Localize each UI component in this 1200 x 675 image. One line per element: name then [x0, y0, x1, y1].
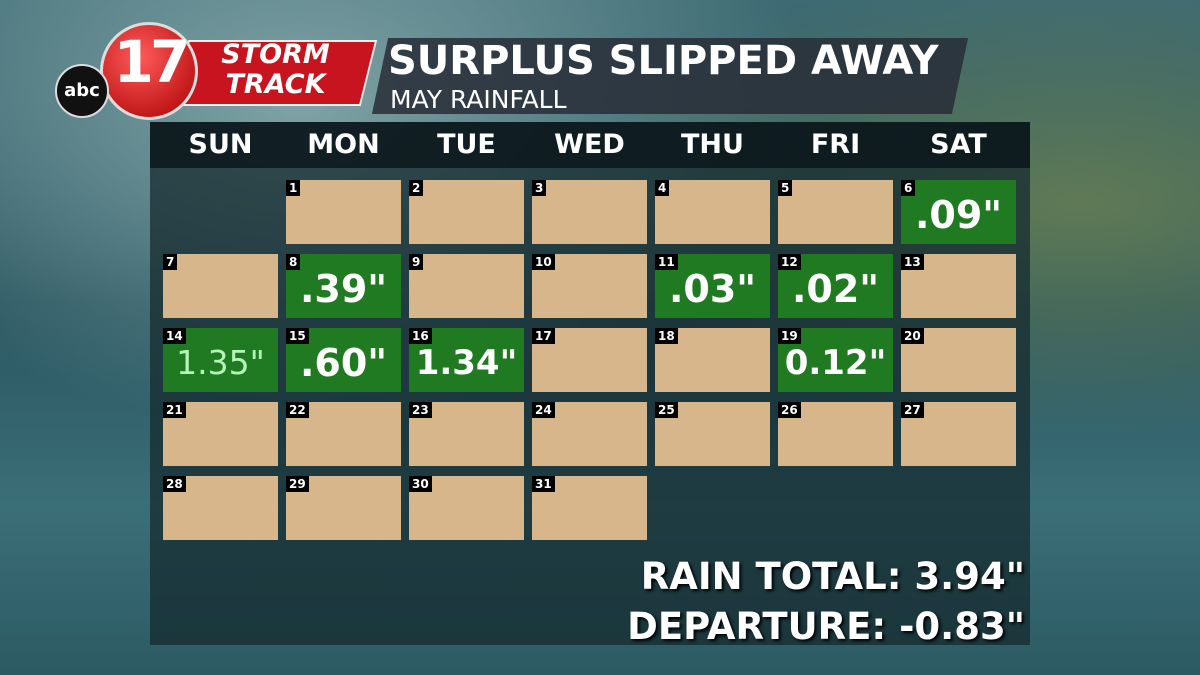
rain-amount: .39" [299, 267, 388, 311]
day-number: 26 [778, 402, 801, 418]
weekday: SUN [188, 129, 253, 160]
network-logo: abc [55, 64, 109, 118]
brand-line: TRACK [225, 69, 326, 100]
day-cell: 31 [532, 476, 647, 540]
day-cell: 22 [286, 402, 401, 466]
weekday: FRI [810, 129, 861, 160]
day-number: 8 [286, 254, 301, 270]
day-cell: 1.35" 14 [163, 328, 278, 392]
rain-amount: .09" [914, 193, 1003, 237]
day-cell: .03" 11 [655, 254, 770, 318]
day-number: 31 [532, 476, 555, 492]
day-number: 10 [532, 254, 555, 270]
day-cell: .09" 6 [901, 180, 1016, 244]
day-cell: 3 [532, 180, 647, 244]
day-number: 27 [901, 402, 924, 418]
day-number: 22 [286, 402, 309, 418]
rain-amount: 0.12" [784, 343, 887, 383]
day-number: 11 [655, 254, 678, 270]
day-cell: 9 [409, 254, 524, 318]
day-cell: .39" 8 [286, 254, 401, 318]
day-number: 3 [532, 180, 547, 196]
day-number: 13 [901, 254, 924, 270]
logo-disc [100, 22, 198, 120]
day-number: 18 [655, 328, 678, 344]
title: SURPLUS SLIPPED AWAY [388, 38, 939, 84]
day-cell: 28 [163, 476, 278, 540]
day-cell: 26 [778, 402, 893, 466]
day-cell: 18 [655, 328, 770, 392]
day-number: 29 [286, 476, 309, 492]
day-number: 12 [778, 254, 801, 270]
weekday-row [150, 122, 1030, 168]
day-number: 4 [655, 180, 670, 196]
day-number: 15 [286, 328, 309, 344]
day-number: 24 [532, 402, 555, 418]
day-number: 23 [409, 402, 432, 418]
weekday: TUE [437, 129, 496, 160]
day-cell: 17 [532, 328, 647, 392]
day-number: 21 [163, 402, 186, 418]
day-cell: 30 [409, 476, 524, 540]
day-number: 1 [286, 180, 301, 196]
day-number: 17 [532, 328, 555, 344]
day-cell: 21 [163, 402, 278, 466]
day-number: 30 [409, 476, 432, 492]
day-cell: 25 [655, 402, 770, 466]
channel: 17 [113, 28, 191, 96]
day-cell: 4 [655, 180, 770, 244]
day-cell: 24 [532, 402, 647, 466]
rain-amount: .02" [791, 267, 880, 311]
day-number: 5 [778, 180, 793, 196]
day-number: 9 [409, 254, 424, 270]
departure: DEPARTURE: -0.83" [627, 605, 1025, 648]
day-number: 16 [409, 328, 432, 344]
day-cell: .02" 12 [778, 254, 893, 318]
day-cell: 5 [778, 180, 893, 244]
rain-amount: 1.35" [176, 343, 265, 382]
day-number: 25 [655, 402, 678, 418]
day-cell: 0.12" 19 [778, 328, 893, 392]
day-number: 19 [778, 328, 801, 344]
day-number: 14 [163, 328, 186, 344]
rain-amount: 1.34" [415, 343, 518, 383]
weekday: SAT [930, 129, 987, 160]
day-number: 7 [163, 254, 178, 270]
day-cell: 2 [409, 180, 524, 244]
day-cell: 13 [901, 254, 1016, 318]
brand: STORM TRACK [198, 40, 353, 100]
subtitle: MAY RAINFALL [390, 85, 567, 114]
day-number: 20 [901, 328, 924, 344]
day-number: 28 [163, 476, 186, 492]
rain-total: RAIN TOTAL: 3.94" [640, 555, 1025, 598]
weekday: MON [307, 129, 380, 160]
day-cell: 1.34" 16 [409, 328, 524, 392]
day-cell: 1 [286, 180, 401, 244]
weekday: WED [554, 129, 625, 160]
day-number: 2 [409, 180, 424, 196]
day-cell: 20 [901, 328, 1016, 392]
day-number: 6 [901, 180, 916, 196]
day-cell: 27 [901, 402, 1016, 466]
day-cell: 23 [409, 402, 524, 466]
day-cell: .60" 15 [286, 328, 401, 392]
day-cell: 10 [532, 254, 647, 318]
rain-amount: .60" [299, 341, 388, 385]
weekday: THU [681, 129, 744, 160]
day-cell: 29 [286, 476, 401, 540]
day-cell: 7 [163, 254, 278, 318]
brand-line: STORM [221, 39, 330, 70]
rain-amount: .03" [668, 267, 757, 311]
